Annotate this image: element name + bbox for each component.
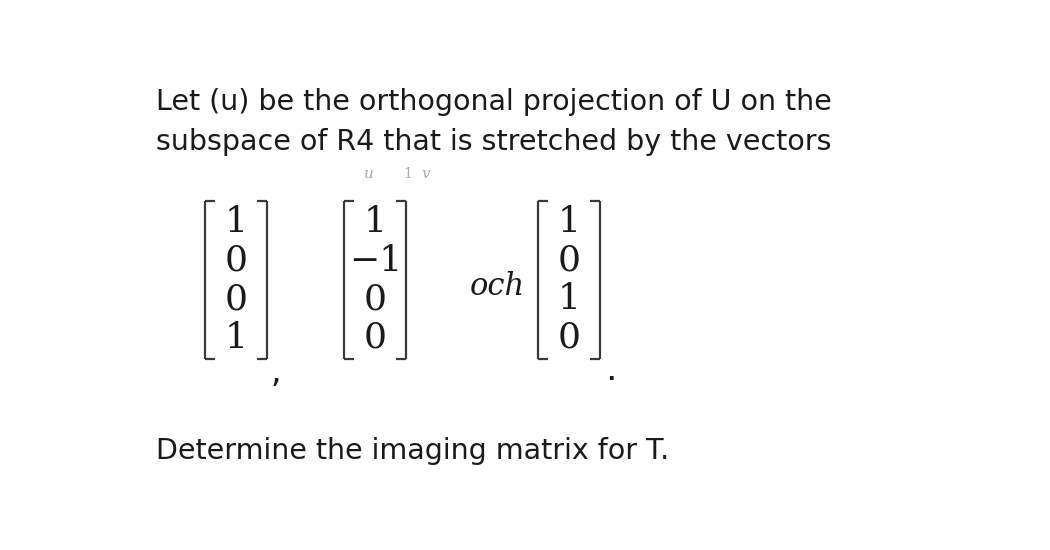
Text: 0: 0	[558, 244, 581, 278]
Text: u: u	[364, 168, 374, 182]
Text: 1: 1	[364, 205, 386, 239]
Text: ,: ,	[271, 355, 281, 388]
Text: subspace of R4 that is stretched by the vectors: subspace of R4 that is stretched by the …	[156, 128, 832, 156]
Text: 0: 0	[364, 321, 386, 355]
Text: .: .	[605, 353, 616, 387]
Text: Determine the imaging matrix for T.: Determine the imaging matrix for T.	[156, 437, 669, 465]
Text: v: v	[421, 168, 430, 182]
Text: 1: 1	[558, 282, 581, 316]
Text: −1: −1	[349, 244, 402, 278]
Text: Let (u) be the orthogonal projection of U on the: Let (u) be the orthogonal projection of …	[156, 87, 832, 116]
Text: 0: 0	[558, 321, 581, 355]
Text: 1: 1	[225, 321, 248, 355]
Text: 1: 1	[225, 205, 248, 239]
Text: 1: 1	[403, 168, 413, 182]
Text: 0: 0	[225, 282, 248, 316]
Text: och: och	[469, 271, 525, 302]
Text: 0: 0	[364, 282, 386, 316]
Text: 0: 0	[225, 244, 248, 278]
Text: 1: 1	[558, 205, 581, 239]
